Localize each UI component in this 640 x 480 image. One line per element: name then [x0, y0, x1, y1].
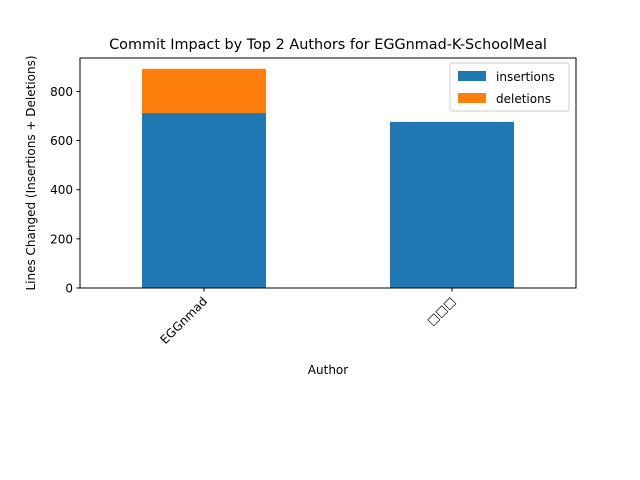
legend-label-deletions: deletions [496, 92, 551, 106]
y-tick-label: 400 [50, 183, 73, 197]
y-tick-label: 800 [50, 85, 73, 99]
x-tick-label: □□□ [424, 294, 458, 328]
x-axis: EGGnmad □□□ [157, 288, 458, 347]
legend-label-insertions: insertions [496, 70, 555, 84]
legend-swatch-deletions [458, 93, 486, 103]
y-axis-label: Lines Changed (Insertions + Deletions) [24, 55, 38, 290]
bar-insertions-0 [142, 113, 266, 289]
y-tick-label: 0 [65, 282, 73, 296]
x-tick-label: EGGnmad [157, 294, 210, 347]
bars-group [142, 68, 514, 289]
legend: insertions deletions [449, 62, 570, 112]
chart-title: Commit Impact by Top 2 Authors for EGGnm… [109, 37, 547, 53]
bar-deletions-0 [142, 68, 266, 114]
bar-insertions-1 [390, 121, 514, 288]
y-tick-label: 600 [50, 134, 73, 148]
y-tick-label: 200 [50, 232, 73, 246]
y-axis: 0 200 400 600 800 [50, 85, 80, 296]
x-axis-label: Author [308, 363, 348, 377]
legend-swatch-insertions [458, 71, 486, 81]
plot-area-frame [79, 57, 577, 289]
